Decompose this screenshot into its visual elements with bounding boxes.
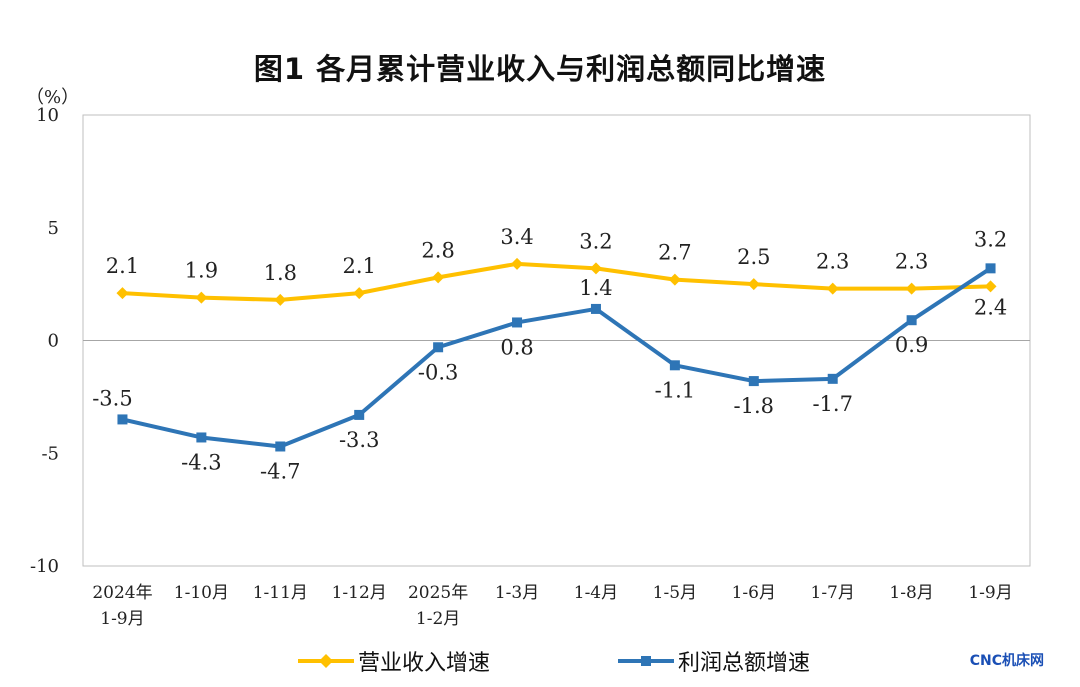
data-label: 3.2 [974, 227, 1007, 251]
data-label: -4.3 [181, 450, 222, 474]
x-tick-label: 2024年 [92, 583, 152, 603]
data-label: 1.4 [579, 276, 612, 300]
data-label: 2.3 [895, 250, 928, 274]
data-label: 3.4 [500, 225, 533, 249]
y-tick-label: 5 [48, 218, 59, 239]
data-label: 0.8 [500, 335, 533, 359]
chart-title: 图1 各月累计营业收入与利润总额同比增速 [253, 52, 827, 86]
data-label: 1.8 [264, 261, 297, 285]
y-tick-label: 10 [36, 105, 59, 126]
series-0-point [432, 271, 445, 284]
x-tick-label: 1-8月 [889, 583, 933, 603]
data-label: -1.8 [734, 394, 775, 418]
data-label: -3.5 [92, 386, 133, 410]
data-label: 2.7 [658, 241, 691, 265]
x-tick-label: 1-3月 [495, 583, 539, 603]
series-1-point [827, 373, 838, 384]
data-label: -4.7 [260, 459, 301, 483]
data-label: 1.9 [185, 259, 218, 283]
series-0-point [589, 262, 602, 275]
x-tick-label: 1-9月 [968, 583, 1012, 603]
series-0-point [747, 278, 760, 291]
series-1-point [748, 376, 759, 387]
series-1-point [669, 360, 680, 371]
data-label: 0.9 [895, 333, 928, 357]
data-label: -0.3 [418, 360, 459, 384]
legend-item-profit: 利润总额增速 [618, 646, 810, 676]
data-label: 2.1 [343, 254, 376, 278]
x-tick-label: 1-4月 [574, 583, 618, 603]
x-tick-label: 1-10月 [174, 583, 229, 603]
legend-revenue-swatch [298, 654, 354, 668]
series-0-point [195, 291, 208, 304]
data-label: -1.1 [655, 378, 696, 402]
x-tick-label: 1-9月 [100, 609, 144, 629]
legend-revenue-label: 营业收入增速 [358, 651, 491, 676]
x-tick-label: 1-6月 [732, 583, 776, 603]
series-1-point [433, 342, 444, 353]
y-tick-label: -10 [30, 556, 59, 577]
data-label: 2.4 [974, 295, 1007, 319]
series-0-point [353, 287, 366, 300]
y-tick-label: 0 [48, 331, 59, 352]
legend-item-revenue: 营业收入增速 [298, 646, 490, 676]
series-0-point [668, 273, 681, 286]
series-line-1 [122, 266, 992, 449]
x-tick-label: 2025年 [408, 583, 468, 603]
data-label: 2.5 [737, 245, 770, 269]
series-line-0 [122, 261, 991, 302]
series-0-point [826, 282, 839, 295]
series-1-point [985, 263, 996, 274]
series-1-point [196, 432, 207, 443]
series-0-point [116, 287, 129, 300]
series-1-point [590, 303, 601, 314]
x-tick-label: 1-7月 [811, 583, 855, 603]
series-0-point [511, 257, 524, 270]
data-label: -3.3 [339, 428, 380, 452]
series-1-point [906, 315, 917, 326]
series-1-point [354, 409, 365, 420]
series-0-point [905, 282, 918, 295]
series-0-point [984, 280, 997, 293]
x-tick-label: 1-2月 [416, 609, 460, 629]
x-tick-label: 1-12月 [332, 583, 387, 603]
series-0-point [274, 293, 287, 306]
series-1-point [275, 441, 286, 452]
series-1-point [512, 317, 523, 328]
legend-profit-swatch [618, 656, 674, 666]
legend-profit-label: 利润总额增速 [678, 651, 811, 676]
data-label: 2.3 [816, 250, 849, 274]
y-tick-label: -5 [41, 443, 59, 464]
x-tick-label: 1-5月 [653, 583, 697, 603]
series-1-point [117, 414, 128, 425]
watermark-logo: CNC机床网 [969, 653, 1044, 669]
data-label: 3.2 [579, 229, 612, 253]
y-axis-unit-label: （%） [26, 87, 80, 108]
x-tick-label: 1-11月 [253, 583, 308, 603]
data-label: 2.1 [106, 254, 139, 278]
data-label: -1.7 [812, 392, 853, 416]
data-label: 2.8 [421, 238, 454, 262]
line-chart: 10 5 0 -5 -10 2024年 1-9月 1-10月 1-11月 1-12月 2025年 1-… [30, 105, 1031, 629]
